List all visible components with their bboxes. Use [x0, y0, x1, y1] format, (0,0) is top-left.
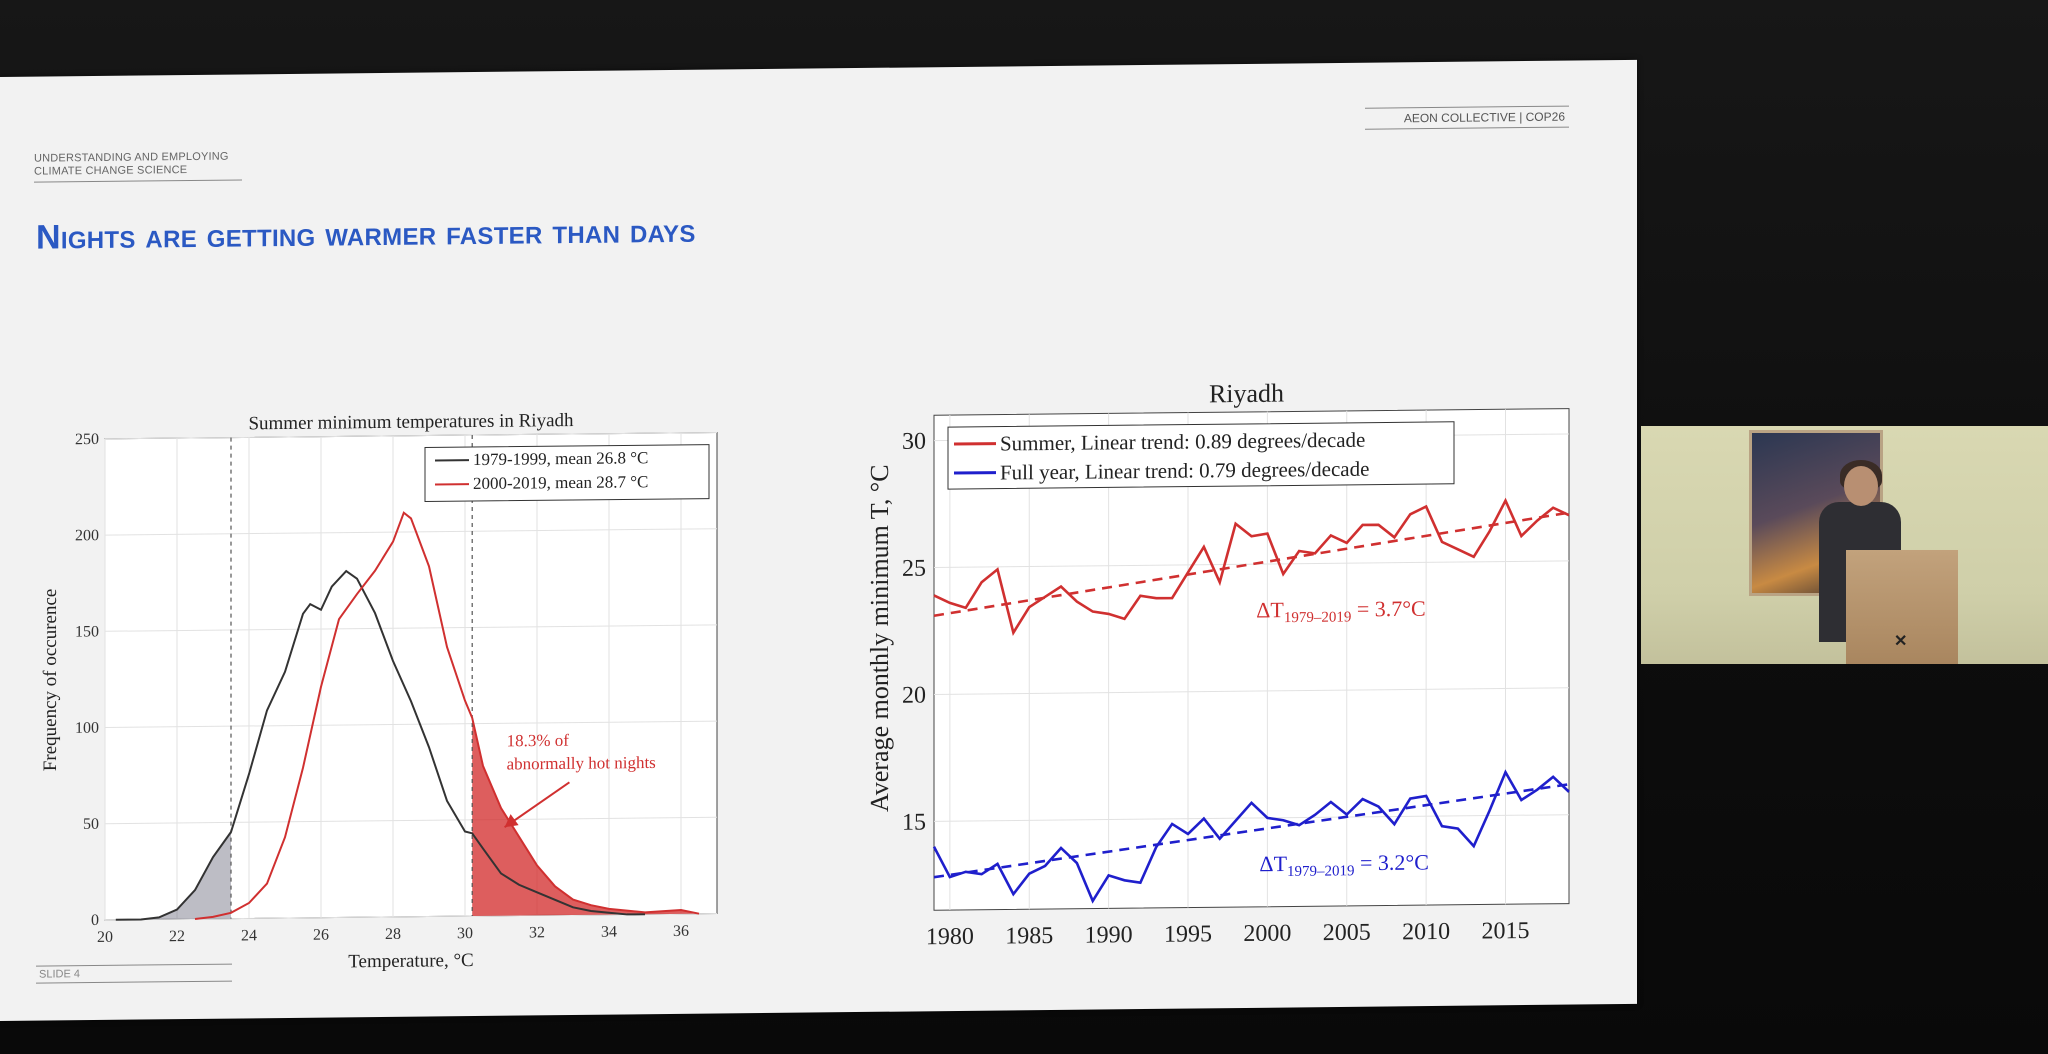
x-tick-label: 2010 [1402, 919, 1450, 946]
legend-label: 1979-1999, mean 26.8 °C [473, 448, 648, 469]
podium [1846, 550, 1958, 664]
y-axis-label: Average monthly minimum T, °C [865, 464, 894, 812]
grid-line-y [105, 624, 717, 632]
y-axis-label: Frequency of occurence [40, 589, 61, 772]
presentation-slide: Understanding and employing climate chan… [0, 59, 1637, 1021]
annotation-text: 18.3% of [507, 731, 570, 751]
x-tick-label: 1985 [1005, 923, 1053, 950]
x-tick-label: 28 [385, 926, 401, 943]
x-tick-label: 30 [457, 925, 473, 942]
annotation-arrow-head [504, 814, 519, 828]
grid-line-y [105, 431, 717, 440]
x-tick-label: 1995 [1164, 921, 1212, 948]
series-line-2 [932, 769, 1570, 904]
y-tick-label: 100 [75, 720, 99, 737]
y-tick-label: 250 [75, 431, 99, 448]
hot-tail-shading [472, 717, 699, 917]
grid-line-y [934, 814, 1569, 822]
y-tick-label: 20 [902, 683, 926, 709]
x-tick-label: 34 [601, 924, 617, 941]
y-tick-label: 30 [902, 429, 926, 455]
chart-title: Summer minimum temperatures in Riyadh [248, 410, 574, 434]
legend-box [947, 421, 1455, 490]
timeseries-chart: 1980 1985 1990 1995 2000 2005 2010 2015 15 20 25 30… [865, 379, 1570, 951]
legend-label: Full year, Linear trend: 0.79 degrees/de… [1000, 457, 1369, 485]
speaker-video-feed: ✕ [1641, 426, 2048, 664]
grid-line-y [934, 687, 1569, 695]
y-tick-label: 200 [75, 527, 99, 544]
x-tick-label: 24 [241, 927, 257, 944]
y-tick-label: 50 [83, 816, 99, 833]
slide-header-right: AEON COLLECTIVE | COP26 [1365, 105, 1569, 130]
x-tick-label: 36 [673, 923, 689, 940]
slide-title: Nights are getting warmer faster than da… [36, 211, 696, 257]
podium-logo-icon: ✕ [1894, 633, 1908, 650]
series-line-1 [933, 497, 1570, 636]
delta-annotation-1: ΔT1979–2019 = 3.7°C [1256, 596, 1425, 627]
x-tick-label: 1980 [926, 924, 974, 951]
grid-line-y [105, 528, 717, 536]
slide-footer: Slide 4 [36, 963, 232, 984]
chart-title: Riyadh [1209, 379, 1284, 409]
x-tick-label: 20 [97, 929, 113, 946]
y-tick-label: 150 [75, 623, 99, 640]
legend-box [424, 444, 710, 503]
grid-line-y [105, 720, 717, 729]
series-line-2 [194, 511, 700, 920]
trend-line-1 [933, 511, 1570, 618]
x-tick-label: 1990 [1085, 922, 1133, 949]
series-line-1 [115, 569, 645, 921]
grid-line-y [934, 560, 1569, 569]
histogram-chart: 20 22 24 26 28 30 32 34 36 0 50 100 150 200 250 Summer … [40, 410, 718, 972]
cold-tail-shading [115, 832, 231, 920]
y-tick-label: 25 [902, 556, 926, 582]
delta-annotation-2: ΔT1979–2019 = 3.2°C [1259, 849, 1428, 880]
x-tick-label: 2005 [1323, 920, 1371, 947]
slide-header-left: Understanding and employing climate chan… [34, 146, 242, 183]
x-tick-label: 22 [169, 928, 185, 945]
legend-label: 2000-2019, mean 28.7 °C [473, 472, 648, 493]
x-axis-label: Temperature, °C [348, 950, 473, 972]
annotation-text: abnormally hot nights [507, 753, 656, 774]
speaker-head [1844, 466, 1878, 506]
y-tick-label: 0 [91, 912, 99, 929]
x-tick-label: 32 [529, 924, 545, 941]
x-tick-label: 2015 [1482, 918, 1530, 945]
annotation-arrow-line [504, 781, 570, 829]
plot-area [104, 431, 718, 921]
y-tick-label: 15 [902, 809, 926, 835]
legend-label: Summer, Linear trend: 0.89 degrees/decad… [1000, 428, 1365, 456]
plot-area [933, 408, 1570, 911]
trend-line-2 [933, 782, 1570, 879]
grid-line-y [105, 816, 717, 825]
x-tick-label: 26 [313, 927, 329, 944]
x-tick-label: 2000 [1243, 920, 1291, 947]
